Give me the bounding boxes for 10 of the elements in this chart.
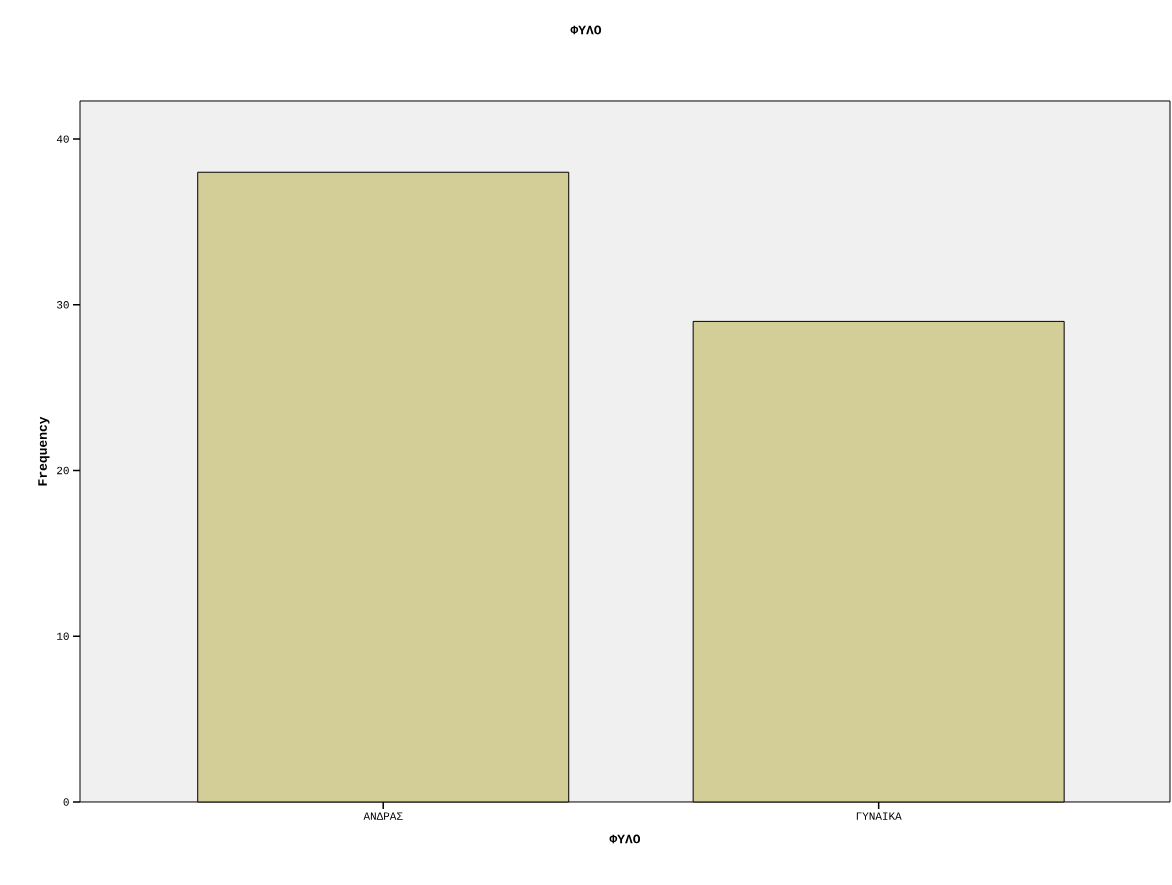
chart-title: ΦΥΛΟ	[570, 25, 602, 35]
y-tick-label: 10	[57, 632, 69, 640]
y-tick-label: 0	[63, 798, 69, 806]
y-tick-label: 40	[56, 135, 69, 143]
x-tick-label: ΑΝΔΡΑΣ	[363, 812, 403, 820]
y-axis-title: Frequency	[38, 416, 50, 486]
x-axis-title: ΦΥΛΟ	[609, 834, 641, 844]
y-tick-label: 20	[57, 466, 69, 475]
x-tick-label: ΓΥΝΑΙΚΑ	[856, 812, 902, 820]
y-tick-label: 30	[57, 301, 69, 309]
